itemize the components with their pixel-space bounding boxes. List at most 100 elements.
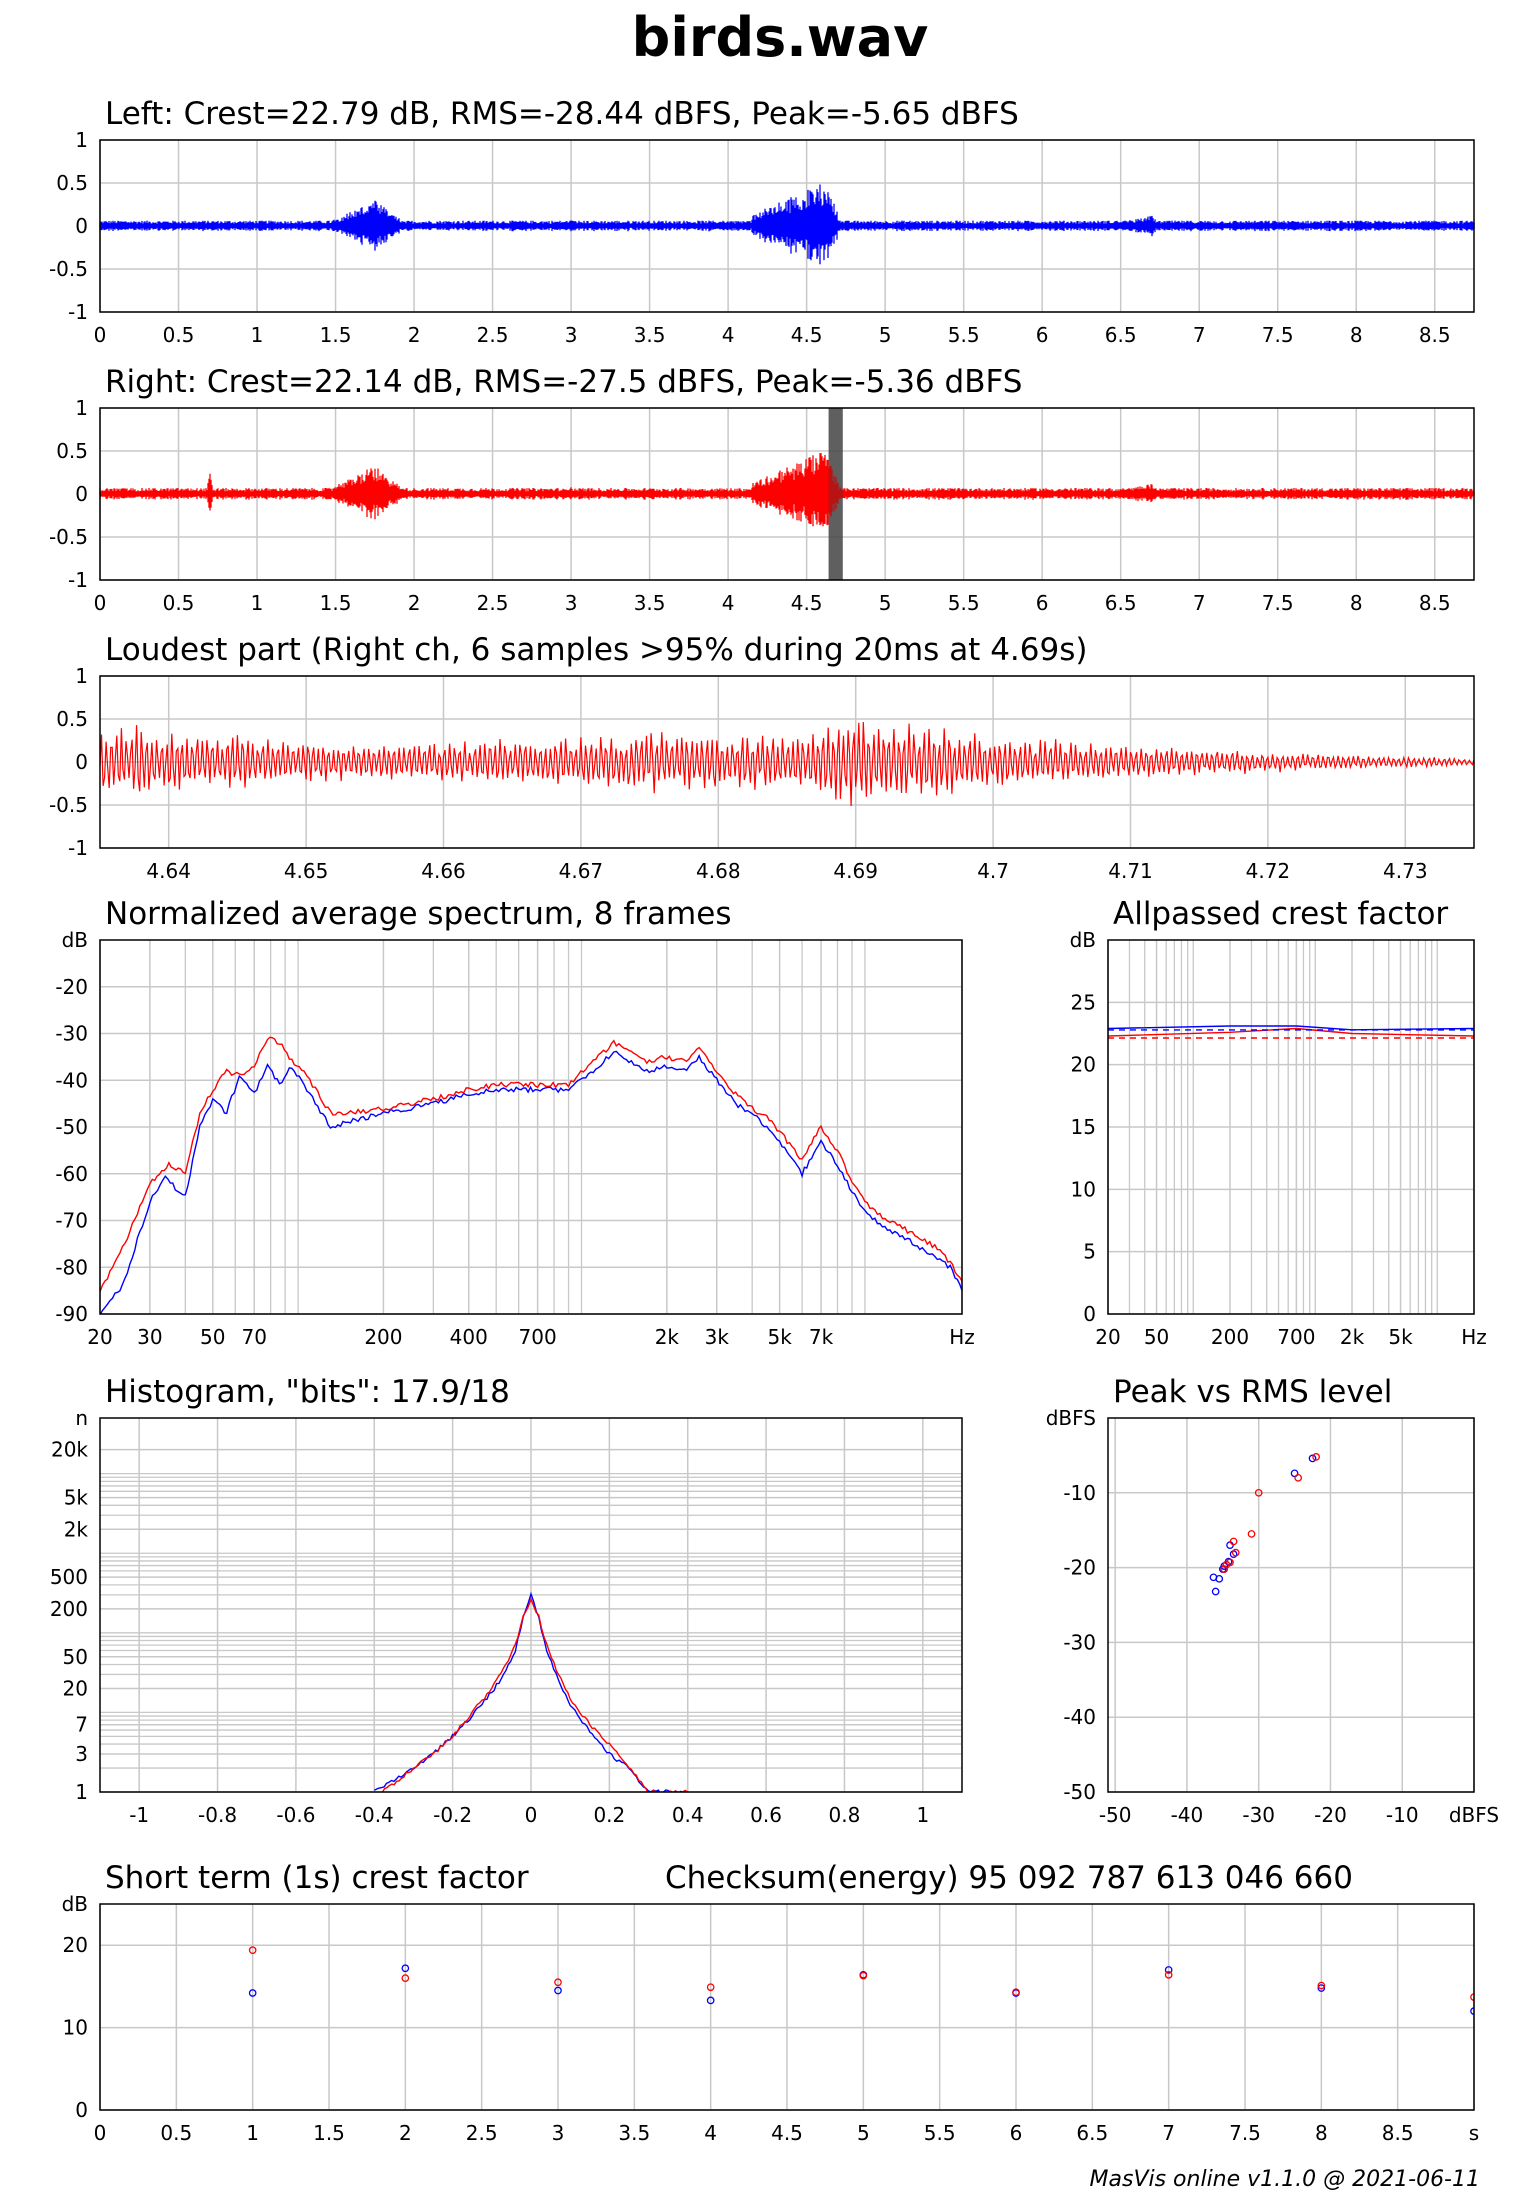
page-title: birds.wav [632,6,929,69]
right-y-tick-label: -0.5 [49,525,88,549]
histogram-y-tick-label: 2k [64,1517,89,1541]
histogram-y-tick-label: 3 [75,1742,88,1766]
spectrum-x-tick-label: 400 [450,1325,488,1349]
left-chart: Left: Crest=22.79 dB, RMS=-28.44 dBFS, P… [49,96,1475,347]
right-y-tick-label: 0.5 [56,439,88,463]
right-x-tick-label: 3 [565,591,578,615]
peakrms-x-tick-label: dBFS [1449,1803,1499,1827]
histogram-y-tick-label: 20 [63,1676,88,1700]
left-title: Left: Crest=22.79 dB, RMS=-28.44 dBFS, P… [105,96,1019,132]
loudest-y-tick-label: 0.5 [56,707,88,731]
spectrum-series-line [100,1050,962,1314]
allpass-series-line [1108,1027,1474,1037]
spectrum-x-tick-label: 70 [241,1325,266,1349]
left-x-tick-label: 5 [879,323,892,347]
histogram-x-tick-label: 0.6 [750,1803,782,1827]
right-x-tick-label: 7 [1193,591,1206,615]
right-x-tick-label: 4 [722,591,735,615]
right-x-tick-label: 5 [879,591,892,615]
spectrum-x-tick-label: 2k [655,1325,680,1349]
peakrms-point [1222,1560,1231,1569]
right-frame [99,407,1475,581]
peakrms-point [1220,1565,1229,1573]
peakrms-x-tick-label: -30 [1242,1803,1275,1827]
right-x-tick-label: 6 [1036,591,1049,615]
allpass-y-tick-label: 10 [1071,1177,1096,1201]
loudest-x-tick-label: 4.64 [146,859,191,883]
right-x-tick-label: 1 [251,591,264,615]
left-x-tick-label: 0.5 [163,323,195,347]
left-y-tick-label: -1 [68,300,88,324]
shortterm-y-tick-label: 0 [75,2098,88,2122]
shortterm-x-tick-label: 0.5 [160,2121,192,2145]
right-x-tick-label: 0 [94,591,107,615]
histogram-x-tick-label: 1 [916,1803,929,1827]
histogram-x-tick-label: 0.8 [829,1803,861,1827]
shortterm-point [1164,1971,1173,1979]
spectrum-x-tick-label: 7k [809,1325,834,1349]
spectrum-y-tick-label: -80 [55,1255,88,1279]
allpass-y-tick-label: 25 [1071,990,1096,1014]
left-x-tick-label: 3 [565,323,578,347]
histogram-x-tick-label: 0 [525,1803,538,1827]
right-chart: Right: Crest=22.14 dB, RMS=-27.5 dBFS, P… [49,364,1475,615]
right-y-tick-label: 1 [75,396,88,420]
shortterm-x-tick-label: s [1469,2121,1479,2145]
histogram-y-tick-label: 1 [75,1780,88,1804]
right-y-tick-label: -1 [68,568,88,592]
left-x-tick-label: 4.5 [791,323,823,347]
right-y-tick-label: 0 [75,482,88,506]
peakrms-x-tick-label: -40 [1171,1803,1204,1827]
shortterm-x-tick-label: 0 [94,2121,107,2145]
allpass-y-tick-label: 5 [1083,1240,1096,1264]
histogram-plot-area [373,1591,689,1792]
loudest-x-tick-label: 4.68 [696,859,741,883]
histogram-series-line [381,1597,689,1792]
spectrum-y-tick-label: -30 [55,1022,88,1046]
shortterm-point [248,1946,257,1954]
peakrms-point [1211,1587,1220,1596]
shortterm-x-tick-label: 4 [704,2121,717,2145]
spectrum-y-tick-label: -90 [55,1302,88,1326]
shortterm-y-tick-label: 10 [63,2016,88,2040]
histogram-x-tick-label: -0.2 [433,1803,472,1827]
peakrms-plot-area [1209,1453,1320,1596]
loudest-y-tick-label: -0.5 [49,793,88,817]
peakrms-title: Peak vs RMS level [1113,1374,1392,1410]
peakrms-chart: Peak vs RMS level -50 -40 -30 -20 -10 dBFS -10 -… [1046,1374,1499,1827]
spectrum-y-tick-label: -50 [55,1115,88,1139]
histogram-title: Histogram, "bits": 17.9/18 [105,1374,510,1410]
loudest-x-tick-label: 4.73 [1383,859,1428,883]
right-title: Right: Crest=22.14 dB, RMS=-27.5 dBFS, P… [105,364,1022,400]
spectrum-y-tick-label: -20 [55,975,88,999]
spectrum-series-line [100,1036,962,1292]
allpass-y-tick-label: 15 [1071,1115,1096,1139]
shortterm-x-tick-label: 4.5 [771,2121,803,2145]
shortterm-point [248,1989,257,1997]
left-x-tick-label: 8 [1350,323,1363,347]
peakrms-y-tick-label: -30 [1063,1630,1096,1654]
histogram-y-tick-label: 20k [51,1438,88,1462]
left-x-tick-label: 1.5 [320,323,352,347]
left-x-tick-label: 7.5 [1262,323,1294,347]
right-x-tick-label: 0.5 [163,591,195,615]
left-waveform-envelope [99,184,1475,265]
shortterm-point [706,1996,715,2005]
checksum-subtitle: Checksum(energy) 95 092 787 613 046 660 [665,1860,1353,1896]
histogram-x-tick-label: 0.4 [672,1803,704,1827]
peakrms-y-tick-label: -40 [1063,1705,1096,1729]
peakrms-point [1209,1573,1218,1582]
loudest-x-tick-label: 4.69 [833,859,878,883]
loudest-waveform-line [99,721,1475,807]
left-x-tick-label: 2 [408,323,421,347]
left-x-tick-label: 6.5 [1105,323,1137,347]
loudest-chart: Loudest part (Right ch, 6 samples >95% d… [49,632,1475,883]
peakrms-x-tick-label: -20 [1314,1803,1347,1827]
allpass-frame [1107,939,1475,1315]
allpass-y-tick-label: 0 [1083,1302,1096,1326]
shortterm-point [401,1964,410,1973]
loudest-title: Loudest part (Right ch, 6 samples >95% d… [105,632,1087,668]
histogram-x-tick-label: -1 [129,1803,149,1827]
